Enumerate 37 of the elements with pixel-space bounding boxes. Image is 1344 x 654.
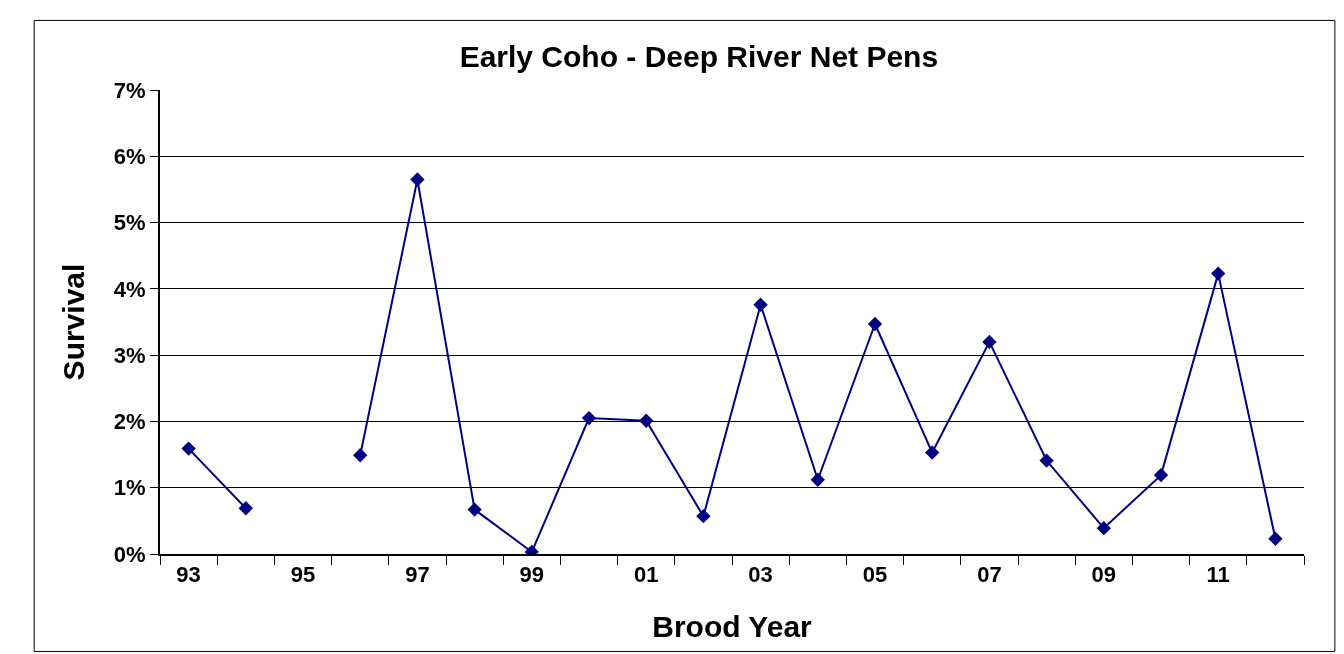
- point: [639, 413, 654, 428]
- x-tick-label: 03: [748, 562, 773, 588]
- point: [410, 172, 425, 187]
- x-tick-label: 11: [1206, 562, 1230, 588]
- point: [1211, 266, 1226, 281]
- y-tick-label: 1%: [113, 475, 146, 501]
- point: [1039, 453, 1054, 468]
- x-tick-label: 93: [176, 562, 201, 588]
- x-tick-label: 07: [977, 562, 1002, 588]
- x-tick-label: 09: [1091, 562, 1117, 588]
- y-tick-label: 2%: [113, 409, 146, 435]
- x-tick-label: 97: [405, 562, 430, 588]
- x-tick-label: 99: [519, 562, 545, 588]
- point: [1268, 531, 1283, 546]
- point: [1096, 521, 1111, 536]
- point: [925, 445, 940, 460]
- point: [982, 334, 997, 350]
- y-tick-label: 6%: [113, 143, 146, 169]
- point: [867, 316, 883, 332]
- y-axis-title: Survival: [57, 263, 91, 381]
- chart-title: Early Coho - Deep River Net Pens: [459, 39, 939, 73]
- point: [353, 448, 368, 463]
- point: [696, 509, 711, 524]
- y-tick-label: 4%: [113, 276, 146, 302]
- y-tick-label: 0%: [113, 541, 146, 567]
- point: [1153, 467, 1169, 483]
- y-tick-label: 3%: [113, 342, 146, 368]
- point: [467, 502, 482, 517]
- x-tick-label: 95: [290, 562, 316, 588]
- point: [581, 410, 597, 426]
- point: [810, 472, 825, 487]
- y-tick-label: 5%: [113, 210, 146, 236]
- x-tick-label: 05: [862, 562, 888, 588]
- x-tick-label: 01: [633, 562, 659, 588]
- point: [753, 297, 768, 312]
- x-axis-title: Brood Year: [652, 610, 813, 644]
- y-tick-label: 7%: [113, 77, 146, 103]
